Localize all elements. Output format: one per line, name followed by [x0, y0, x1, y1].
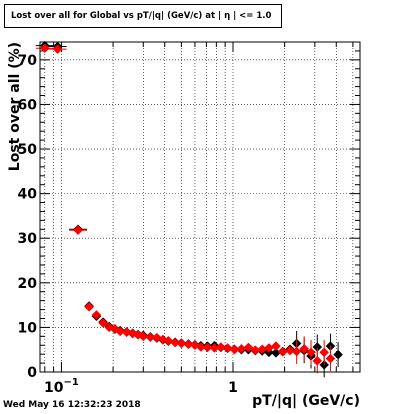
data-point	[145, 332, 156, 343]
data-point	[271, 341, 281, 351]
data-point	[216, 342, 226, 352]
data-point	[138, 331, 149, 342]
data-point	[163, 335, 174, 346]
data-point	[222, 343, 233, 353]
data-point	[91, 310, 102, 320]
data-point	[183, 339, 194, 350]
y-tick-label: 20	[18, 276, 38, 292]
y-tick-label: 40	[18, 187, 38, 203]
y-tick-label: 0	[27, 365, 37, 381]
data-point	[291, 346, 302, 357]
plot-frame	[39, 41, 361, 373]
data-point	[306, 347, 316, 358]
y-tick-label: 70	[18, 53, 38, 69]
data-point	[202, 342, 213, 353]
x-tick-label: 10−1	[44, 377, 79, 396]
data-point	[52, 44, 63, 54]
y-tick-label: 30	[18, 231, 38, 247]
data-point	[176, 338, 187, 349]
data-point	[319, 347, 330, 358]
y-tick-label: 10	[18, 320, 38, 336]
data-point	[73, 225, 83, 236]
data-point	[325, 353, 336, 364]
data-point	[196, 342, 206, 352]
x-tick-label: 1	[228, 380, 238, 396]
plot-area	[40, 42, 360, 372]
y-tick-label: 60	[18, 97, 38, 113]
data-point	[243, 342, 254, 353]
data-point	[333, 349, 343, 360]
timestamp-footer: Wed May 16 12:32:23 2018	[3, 400, 141, 410]
data-point	[312, 355, 323, 366]
x-axis-label: pT/|q| (GeV/c)	[252, 393, 360, 409]
data-point	[98, 318, 108, 328]
data-point	[299, 343, 310, 354]
data-point	[84, 302, 94, 312]
data-point	[170, 337, 180, 348]
y-axis-label: Lost over all (%)	[7, 42, 23, 171]
chart-title: Lost over all for Global vs pT/|q| (GeV/…	[4, 4, 282, 28]
data-point	[285, 345, 295, 356]
data-point	[115, 326, 126, 337]
data-point	[39, 43, 50, 54]
y-tick-label: 50	[18, 142, 38, 158]
